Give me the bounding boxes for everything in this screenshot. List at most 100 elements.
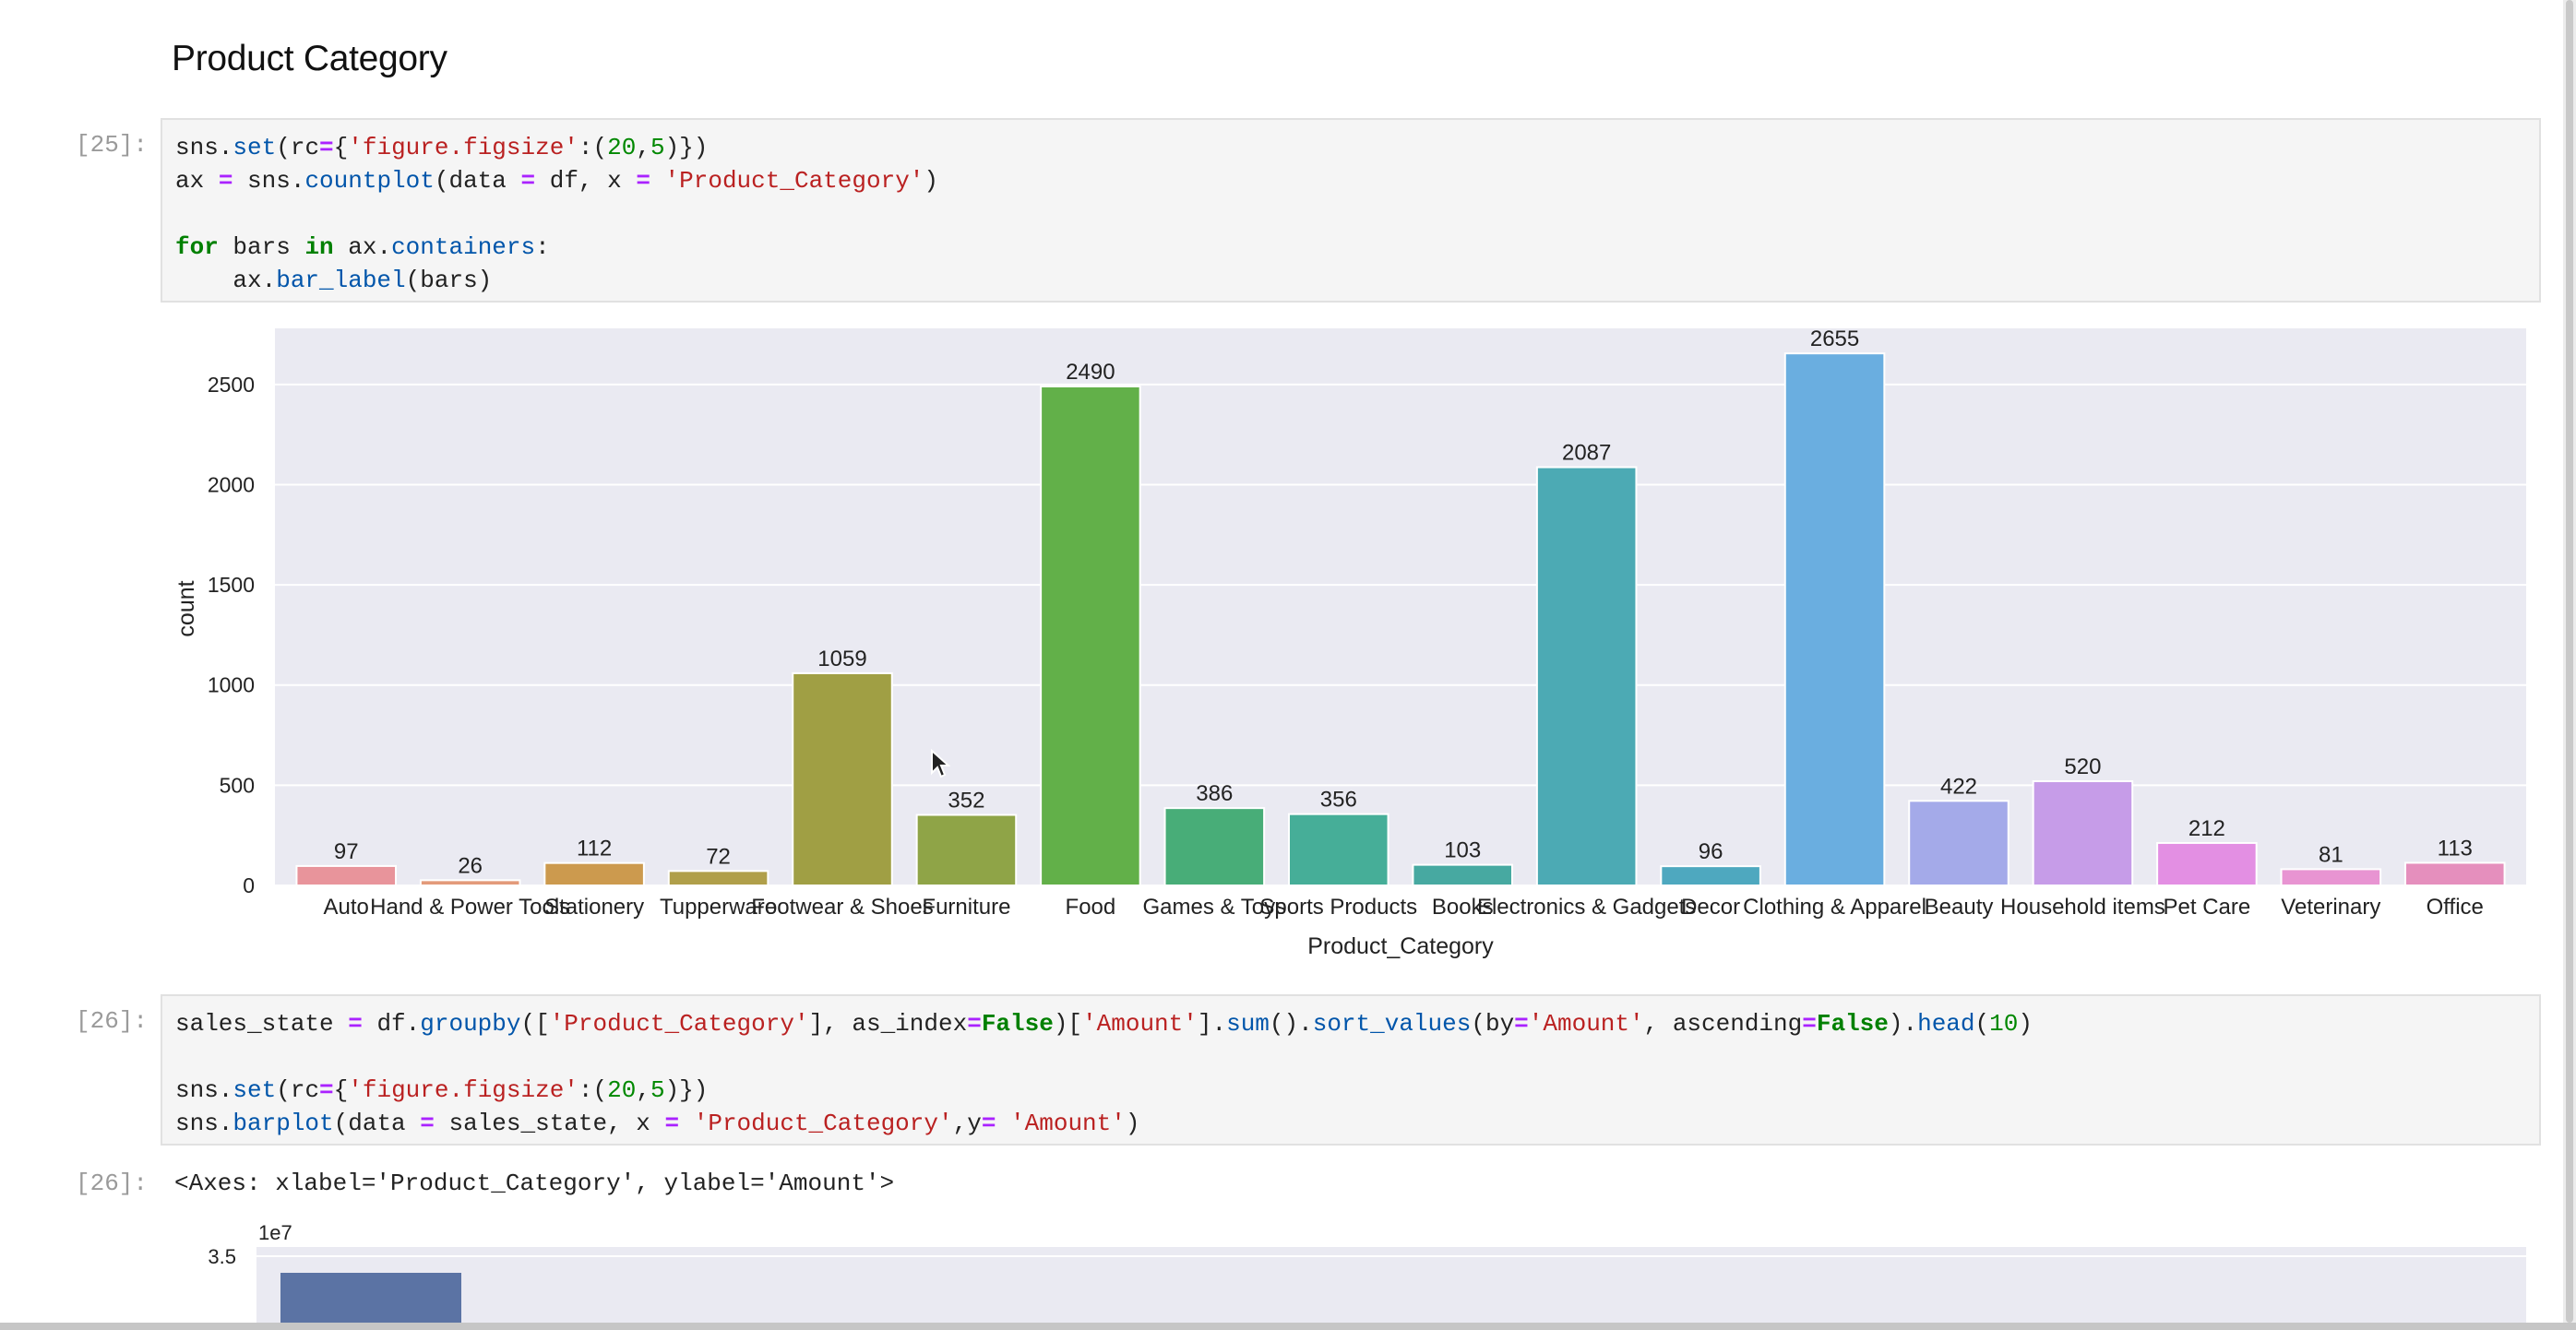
bar-value-label: 72 (706, 844, 731, 869)
bar-value-label: 2087 (1562, 441, 1611, 466)
code-token: groupby (420, 1010, 521, 1038)
code-token: ) (1125, 1110, 1140, 1137)
bar (2156, 841, 2258, 887)
code-token: = (420, 1110, 435, 1137)
bar (2032, 780, 2134, 886)
code-token: 'figure.figsize' (348, 134, 578, 161)
y-tick-label: 1000 (208, 673, 255, 697)
code-token: df. (362, 1010, 421, 1038)
x-tick-label: Beauty (1925, 895, 1994, 920)
code-token: head (1917, 1010, 1975, 1038)
plot-area (256, 1247, 2526, 1330)
code-token: (by (1471, 1010, 1515, 1038)
code-line (175, 1040, 2526, 1074)
code-token: 5 (650, 134, 665, 161)
y-tick-label: 0 (243, 873, 255, 897)
code-token: , (636, 134, 650, 161)
bar-value-label: 356 (1320, 788, 1357, 813)
code-line: ax = sns.countplot(data = df, x = 'Produ… (175, 164, 2526, 197)
bar (1163, 807, 1266, 886)
bar (1908, 800, 2010, 886)
code-line: for bars in ax.containers: (175, 231, 2526, 264)
code-line: ax.bar_label(bars) (175, 264, 2526, 297)
code-token: df, x (535, 167, 637, 195)
code-cell-countplot[interactable]: sns.set(rc={'figure.figsize':(20,5)}) ax … (161, 118, 2541, 303)
bar-value-label: 96 (1699, 839, 1723, 864)
scrollbar-thumb[interactable] (2566, 0, 2573, 1323)
code-token: )[ (1053, 1010, 1083, 1038)
code-token: ,y (952, 1110, 982, 1137)
code-token: 'Product_Category' (549, 1010, 809, 1038)
x-tick-label: Office (2427, 895, 2484, 920)
code-token: : (535, 233, 550, 261)
code-token: = (319, 134, 334, 161)
code-token: ) (2018, 1010, 2033, 1038)
bar-value-label: 26 (458, 853, 483, 878)
bar-value-label: 2655 (1810, 327, 1859, 351)
code-token: 'figure.figsize' (348, 1076, 578, 1104)
code-token: for (175, 233, 219, 261)
x-tick-label: Books (1432, 895, 1494, 920)
code-token: 5 (650, 1076, 665, 1104)
code-token: ([ (520, 1010, 550, 1038)
code-token: = (664, 1110, 680, 1137)
code-token: ], as_index (808, 1010, 968, 1038)
barplot-chart: 1e7 3.5 (208, 1221, 2526, 1330)
code-token: sns. (233, 167, 305, 195)
code-token: ( (1974, 1010, 1990, 1038)
y-tick-label: 500 (220, 773, 255, 797)
countplot-chart: 97 26 112 72 1059 352 2490 386 356 103 2087 96 2655 4… (173, 327, 2526, 959)
code-token: sns. (175, 134, 233, 161)
code-line: sns.set(rc={'figure.figsize':(20,5)}) (175, 131, 2526, 164)
bar-value-label: 81 (2319, 842, 2343, 867)
vertical-scrollbar[interactable] (2563, 0, 2576, 1330)
code-token: = (348, 1010, 363, 1038)
code-cell-barplot[interactable]: sales_state = df.groupby(['Product_Categ… (161, 994, 2541, 1146)
code-token: 20 (607, 1076, 637, 1104)
bar-value-label: 422 (1940, 774, 1977, 799)
y-axis-label: count (173, 580, 199, 636)
bar-value-label: 112 (577, 837, 612, 861)
code-token: )}) (664, 1076, 709, 1104)
code-token: = (636, 167, 650, 195)
code-token: = (218, 167, 233, 195)
code-token: sales_state (175, 1010, 349, 1038)
code-token: = (967, 1010, 982, 1038)
code-token: :( (578, 134, 608, 161)
bar (543, 861, 645, 887)
bar-value-label: 1059 (817, 647, 866, 671)
bar-value-label: 352 (948, 789, 984, 813)
bar (915, 813, 1018, 886)
cell-prompt-25: [25]: (75, 131, 148, 159)
horizontal-scrollbar[interactable] (0, 1323, 2576, 1330)
bar-value-label: 386 (1196, 781, 1233, 806)
code-token: (data (333, 1110, 421, 1137)
code-token: 'Amount' (1082, 1010, 1198, 1038)
code-token: { (333, 134, 349, 161)
code-token: (bars) (405, 267, 493, 294)
code-token: = (1802, 1010, 1817, 1038)
bar (792, 671, 893, 886)
x-tick-label: Hand & Power Tools (370, 895, 570, 920)
code-token: False (1816, 1010, 1889, 1038)
code-token: { (333, 1076, 349, 1104)
code-token: = (1514, 1010, 1529, 1038)
x-tick-label: Stationery (544, 895, 644, 920)
bar (1412, 863, 1514, 886)
code-token: sum (1226, 1010, 1270, 1038)
code-token: = (981, 1110, 996, 1137)
code-token (650, 167, 665, 195)
code-token: , ascending (1643, 1010, 1803, 1038)
code-line: sales_state = df.groupby(['Product_Categ… (175, 1007, 2526, 1040)
code-token: , (636, 1076, 650, 1104)
code-token: containers (391, 233, 536, 261)
code-token: countplot (304, 167, 435, 195)
code-token: set (233, 1076, 277, 1104)
code-token: ]. (1197, 1010, 1227, 1038)
code-token: bars (218, 233, 305, 261)
code-line: sns.barplot(data = sales_state, x = 'Pro… (175, 1107, 2526, 1140)
x-tick-label: Tupperware (660, 895, 777, 920)
output-text: <Axes: xlabel='Product_Category', ylabel… (174, 1170, 895, 1197)
y-tick-label: 2500 (208, 373, 255, 397)
x-tick-label: Food (1066, 895, 1116, 920)
